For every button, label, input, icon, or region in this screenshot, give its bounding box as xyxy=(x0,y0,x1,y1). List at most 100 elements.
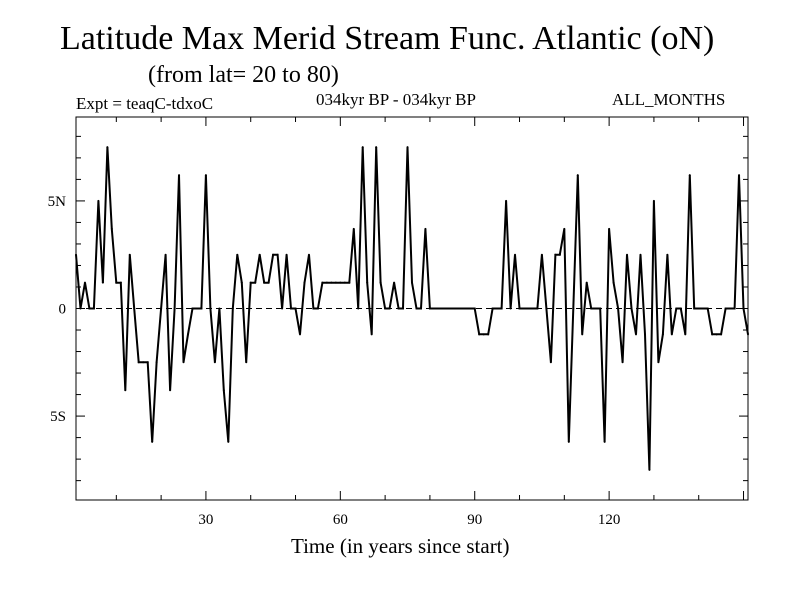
data-point xyxy=(509,307,512,310)
data-point xyxy=(518,307,521,310)
data-point xyxy=(590,307,593,310)
data-point xyxy=(733,307,736,310)
data-point xyxy=(281,307,284,310)
data-point xyxy=(455,307,458,310)
data-point xyxy=(339,281,342,284)
data-point xyxy=(482,333,485,336)
data-point xyxy=(254,281,257,284)
data-point xyxy=(321,281,324,284)
data-point xyxy=(558,253,561,256)
data-point xyxy=(213,361,216,364)
data-point xyxy=(343,281,346,284)
data-point xyxy=(290,307,293,310)
data-point xyxy=(523,307,525,310)
data-point xyxy=(88,307,91,310)
data-point xyxy=(361,146,364,149)
data-point xyxy=(419,307,422,310)
data-point xyxy=(222,389,225,392)
data-point xyxy=(715,333,718,336)
data-point xyxy=(160,307,163,310)
data-point xyxy=(729,307,732,310)
data-point xyxy=(428,307,431,310)
data-point xyxy=(164,253,167,256)
data-point xyxy=(514,253,517,256)
data-point xyxy=(693,307,696,310)
data-point xyxy=(106,146,109,149)
data-point xyxy=(527,307,530,310)
data-point xyxy=(657,361,660,364)
data-point xyxy=(487,333,490,336)
data-point xyxy=(200,307,203,310)
data-point xyxy=(119,281,122,284)
data-point xyxy=(684,333,687,336)
data-point xyxy=(325,281,328,284)
data-point xyxy=(711,333,714,336)
data-point xyxy=(536,307,539,310)
data-point xyxy=(742,307,745,310)
chart-title: Latitude Max Merid Stream Func. Atlantic… xyxy=(60,20,715,57)
data-point xyxy=(581,333,584,336)
data-point xyxy=(437,307,440,310)
months-label: ALL_MONTHS xyxy=(612,90,726,109)
data-point xyxy=(133,307,136,310)
data-point xyxy=(388,307,391,310)
data-point xyxy=(92,307,95,310)
data-point xyxy=(312,307,315,310)
data-point xyxy=(661,333,664,336)
data-point xyxy=(406,146,409,149)
data-point xyxy=(330,281,333,284)
data-point xyxy=(643,333,646,336)
data-point xyxy=(635,333,637,336)
experiment-label: Expt = teaqC-tdxoC xyxy=(76,94,214,113)
data-point xyxy=(187,333,189,336)
data-point xyxy=(702,307,705,310)
data-point xyxy=(204,174,207,177)
data-point xyxy=(549,361,552,364)
data-point xyxy=(500,307,503,310)
data-point xyxy=(352,227,355,230)
data-point xyxy=(83,281,86,284)
data-point xyxy=(451,307,454,310)
data-point xyxy=(585,281,588,284)
data-point xyxy=(639,253,642,256)
data-point xyxy=(505,199,508,202)
data-point xyxy=(75,253,77,256)
data-point xyxy=(128,253,131,256)
x-tick-label: 60 xyxy=(333,512,348,528)
data-point xyxy=(626,253,629,256)
data-point xyxy=(155,361,158,364)
data-point xyxy=(415,307,418,310)
data-point xyxy=(747,333,749,336)
data-point xyxy=(294,307,297,310)
period-label: 034kyr BP - 034kyr BP xyxy=(316,90,476,109)
data-point xyxy=(531,307,534,310)
data-point xyxy=(115,281,118,284)
data-point xyxy=(151,440,154,443)
data-point xyxy=(442,307,445,310)
x-tick-label: 120 xyxy=(598,512,621,528)
data-point xyxy=(384,307,387,310)
data-point xyxy=(348,281,351,284)
data-point xyxy=(97,199,100,202)
data-point xyxy=(411,281,413,284)
data-point xyxy=(612,281,615,284)
data-point xyxy=(397,307,400,310)
x-tick-label: 90 xyxy=(467,512,482,528)
data-point xyxy=(540,253,543,256)
data-point xyxy=(276,253,279,256)
data-point xyxy=(137,361,140,364)
data-point xyxy=(258,253,261,256)
data-point xyxy=(218,307,221,310)
data-point xyxy=(191,307,194,310)
data-point xyxy=(316,307,319,310)
data-point xyxy=(334,281,337,284)
data-point xyxy=(720,333,723,336)
data-point xyxy=(169,389,172,392)
data-point xyxy=(706,307,709,310)
data-point xyxy=(146,361,149,364)
y-tick-label: 0 xyxy=(59,302,67,318)
data-point xyxy=(469,307,472,310)
chart-subtitle: (from lat= 20 to 80) xyxy=(148,62,339,88)
data-point xyxy=(576,174,579,177)
